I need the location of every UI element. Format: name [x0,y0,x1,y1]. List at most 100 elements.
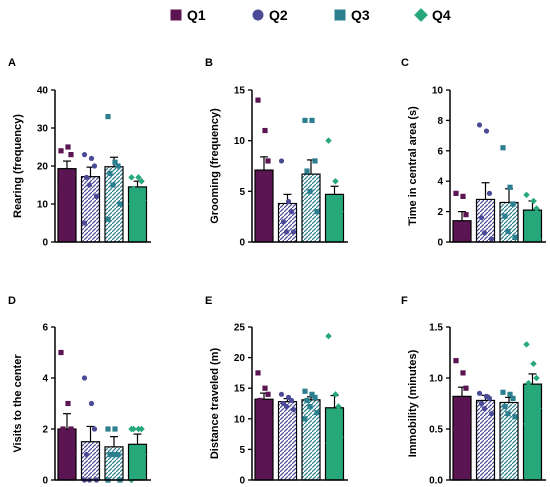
data-point [265,158,271,164]
data-point [458,406,464,412]
panel-f: F Immobility (minutes) 0.0 0.5 1.0 1.5 [401,295,546,487]
bar-group-q3 [301,117,321,243]
data-point [307,188,313,194]
y-tick-label: 10 [432,86,444,97]
data-point [500,389,506,395]
panel-letter: E [205,295,212,307]
data-point [463,385,469,391]
data-point [455,224,461,230]
data-point [535,405,542,412]
data-point [63,174,69,180]
data-point [262,385,268,391]
data-point [512,414,518,420]
data-point [486,190,493,196]
legend-label: Q4 [432,7,451,23]
legend-item-q4: Q4 [414,7,451,23]
data-point [530,197,537,205]
data-point [307,403,313,410]
data-point [262,127,268,134]
data-point [81,375,88,381]
data-point [314,209,320,215]
data-point [512,234,518,241]
data-point [483,128,490,134]
data-point [68,152,74,158]
data-point [486,395,493,401]
data-point [290,229,297,235]
data-point [260,198,266,205]
bar-group-q2 [475,122,496,243]
y-axis-label: Visits to the center [12,354,24,453]
y-tick-label: 20 [234,353,246,364]
data-point [115,163,121,169]
data-point [505,228,511,234]
legend-label: Q3 [351,7,370,23]
data-point [91,163,98,169]
y-tick-label: 20 [37,162,49,173]
data-point [502,403,508,410]
data-point [288,397,295,404]
bar-group-q3 [301,388,321,481]
panel-e: E Distance traveled (m) 0 5 10 15 20 25 [205,295,348,487]
legend-marker-diamond-icon [414,8,428,22]
data-point [138,177,145,185]
data-point [460,193,466,199]
bar-group-q2 [80,375,101,483]
panel-c: C Time in central area (s) 0 2 4 6 8 10 [401,57,546,249]
data-point [330,208,337,215]
y-tick-label: 10 [234,136,246,147]
panel-letter: C [401,57,409,69]
y-axis-label: Immobility (minutes) [407,349,419,457]
data-point [530,360,537,367]
y-axis-label: Grooming (frequency) [209,108,221,224]
data-point [278,158,285,164]
data-point [335,198,342,205]
y-tick-label: 0 [42,476,48,487]
data-point [488,236,495,242]
data-point [453,358,459,364]
data-point [507,184,513,190]
data-point [110,182,116,188]
y-tick-label: 8 [437,116,443,127]
data-point [290,407,297,413]
legend-item-q3: Q3 [334,7,370,23]
bar-group-q1 [452,358,472,481]
data-point [112,159,118,165]
y-tick-label: 1.5 [429,323,443,334]
bar-group-q1 [254,370,274,481]
data-point [128,174,135,181]
data-point [88,155,95,161]
data-point [325,440,332,447]
data-point [117,201,123,207]
data-point [260,410,266,416]
y-tick-label: 15 [234,86,246,97]
y-tick-label: 1.0 [429,374,443,385]
data-point [107,171,113,177]
data-point [476,122,483,128]
data-point [285,198,292,205]
data-point [465,416,471,422]
data-point [278,391,285,397]
data-point [535,235,542,243]
bar-q2 [277,401,298,481]
data-point [533,205,540,212]
bar-group-q3 [499,389,519,481]
y-tick-label: 6 [437,146,443,157]
bar-group-q1 [57,144,77,243]
data-point [312,158,318,164]
data-point [523,420,530,428]
data-point [335,403,342,410]
y-tick-label: 0 [42,238,48,249]
data-point [510,201,516,207]
data-point [304,168,310,174]
y-tick-label: 25 [234,323,246,334]
data-point [288,209,295,215]
data-point [453,190,459,196]
data-point [138,425,145,433]
y-tick-label: 0 [437,238,443,249]
y-tick-label: 0 [239,476,245,487]
data-point [257,178,263,184]
data-point [257,397,263,404]
y-tick-label: 0 [239,238,245,249]
data-point [528,220,535,228]
data-point [332,391,339,398]
